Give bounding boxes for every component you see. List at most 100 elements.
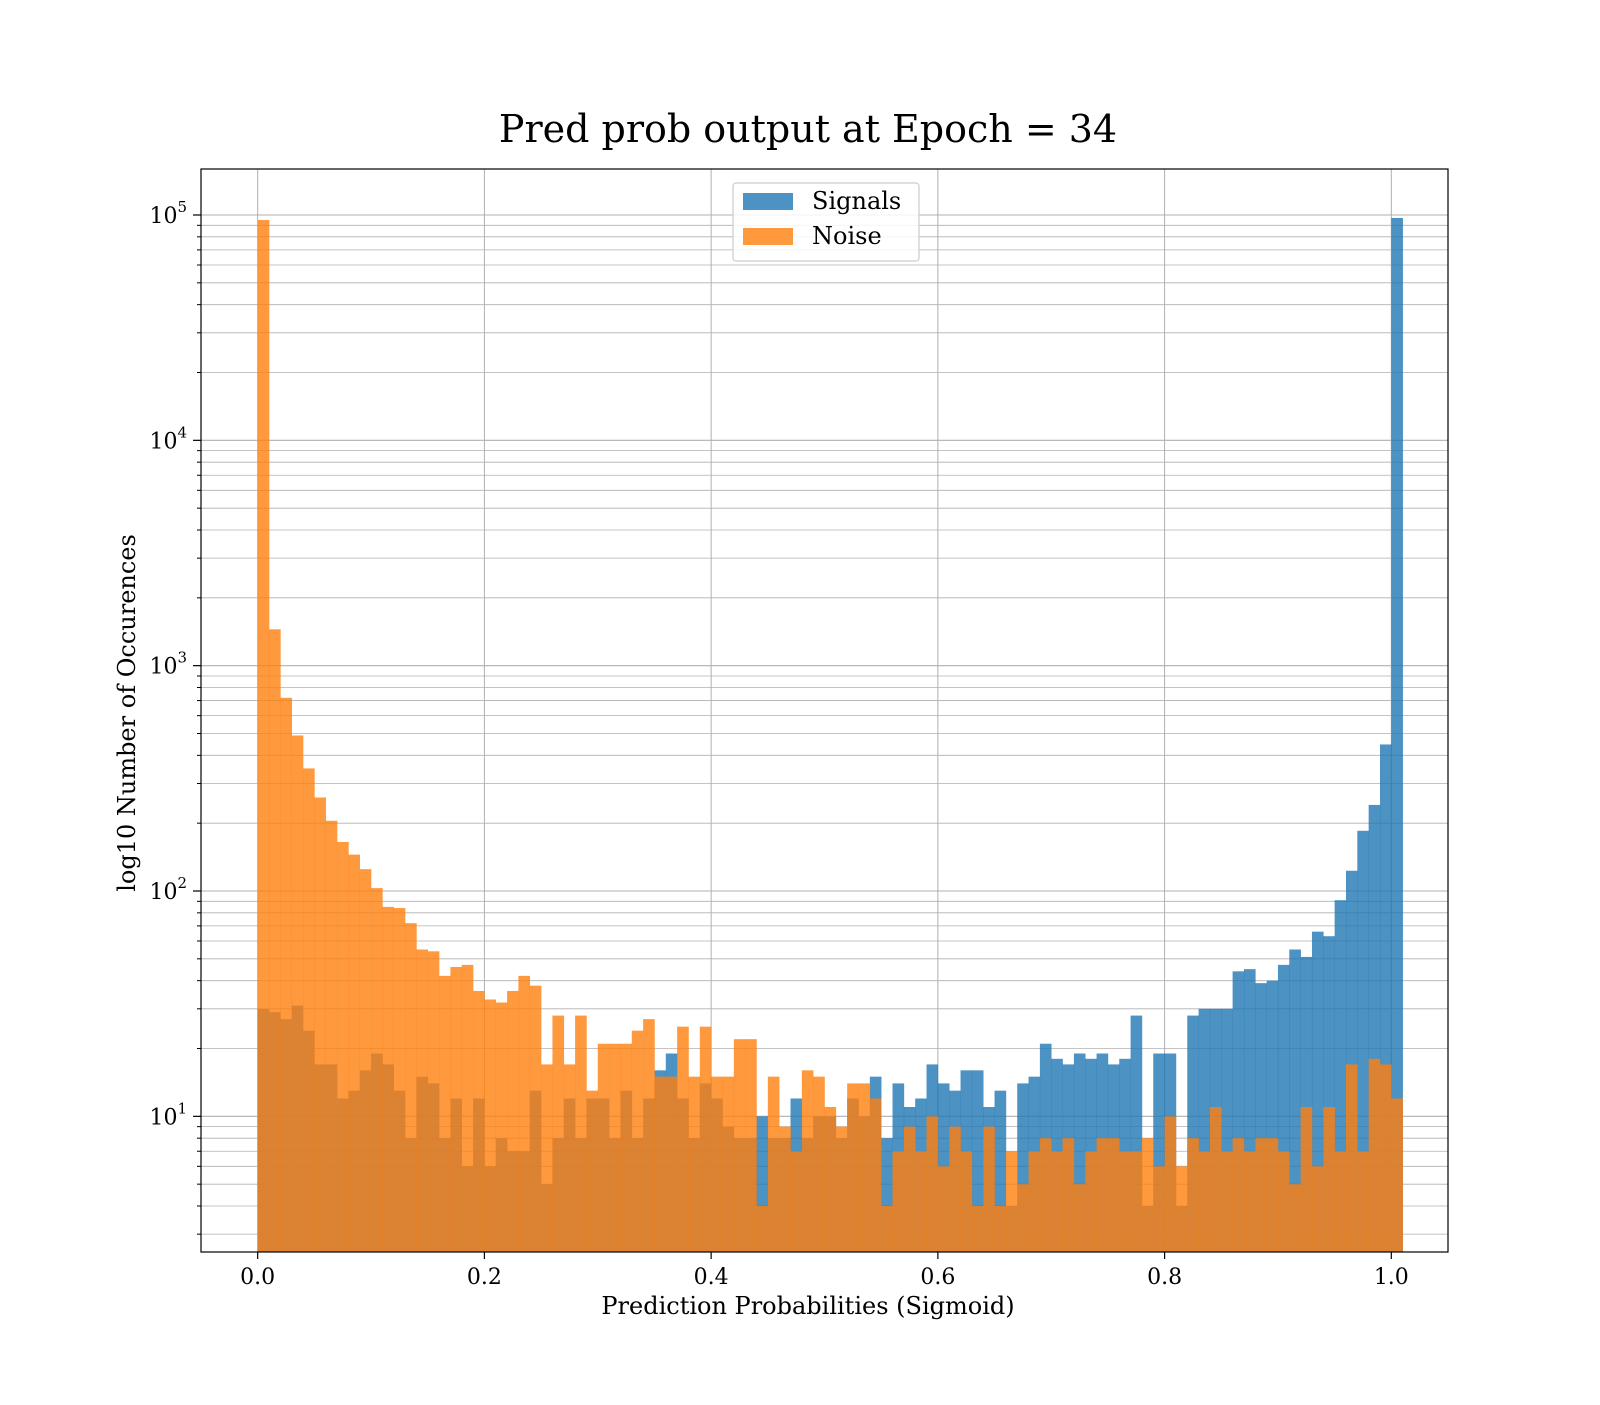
bar-noise [1334, 1151, 1347, 1252]
bar-noise [405, 923, 417, 1252]
legend-label-noise: Noise [812, 222, 882, 250]
bar-signals [881, 1138, 893, 1252]
bar-noise [1255, 1138, 1267, 1252]
bar-signals [1379, 744, 1392, 1252]
y-axis-ticks: 101 102 103 104 105 [149, 198, 201, 1235]
bar-noise [813, 1076, 825, 1252]
bar-noise [473, 990, 485, 1252]
chart-title: Pred prob output at Epoch = 34 [499, 107, 1117, 151]
bar-noise [1277, 1151, 1290, 1252]
bar-noise [269, 629, 281, 1252]
bar-noise [1130, 1151, 1143, 1252]
x-axis-ticks: 0.0 0.2 0.4 0.6 0.8 1.0 [240, 1252, 1409, 1290]
y-axis-label: log10 Number of Occurences [113, 534, 141, 892]
bar-noise [677, 1026, 689, 1252]
bar-noise [971, 1206, 984, 1252]
bar-noise [824, 1107, 837, 1252]
bar-signals [1221, 1008, 1233, 1252]
bar-signals [1300, 956, 1313, 1252]
bar-noise [541, 1064, 553, 1252]
bar-noise [1062, 1138, 1075, 1252]
bar-noise [756, 1206, 769, 1252]
bar-noise [847, 1083, 859, 1252]
bar-signals [1277, 964, 1290, 1252]
bar-noise [733, 1039, 746, 1252]
bar-noise [1141, 1138, 1154, 1252]
bar-noise [711, 1076, 723, 1252]
bar-noise [1311, 1166, 1324, 1252]
bar-noise [1198, 1151, 1211, 1252]
bar-noise [1107, 1138, 1120, 1252]
bar-signals [971, 1070, 984, 1252]
y-tick-label: 101 [149, 1099, 187, 1130]
bar-noise [1357, 1151, 1369, 1252]
bar-noise [1379, 1064, 1392, 1252]
x-tick-label: 0.8 [1147, 1265, 1182, 1290]
bar-noise [858, 1083, 871, 1252]
bar-noise [529, 985, 542, 1252]
bar-signals [1391, 217, 1403, 1253]
bar-noise [1345, 1064, 1358, 1252]
bar-noise [1028, 1151, 1041, 1252]
bar-noise [597, 1043, 610, 1252]
bar-noise [348, 854, 361, 1252]
bar-noise [699, 1026, 712, 1252]
bar-noise [314, 797, 326, 1252]
bar-noise [1368, 1058, 1381, 1252]
bar-noise [1085, 1151, 1097, 1252]
bar-noise [994, 1206, 1007, 1252]
bar-noise [983, 1126, 995, 1252]
bar-noise [280, 697, 292, 1252]
bar-noise [949, 1126, 961, 1252]
bar-noise [1232, 1138, 1245, 1252]
bar-noise [801, 1070, 814, 1252]
bar-noise [450, 966, 463, 1252]
bar-noise [427, 951, 440, 1252]
bar-noise [1266, 1138, 1279, 1252]
x-tick-label: 1.0 [1374, 1265, 1409, 1290]
bar-noise [1153, 1166, 1165, 1252]
y-tick-label: 105 [149, 198, 187, 229]
bar-noise [1096, 1138, 1109, 1252]
bar-noise [1039, 1138, 1052, 1252]
bar-signals [1334, 900, 1347, 1252]
bar-noise [1164, 1116, 1177, 1252]
bar-signals [1130, 1015, 1143, 1252]
bar-noise [1221, 1151, 1233, 1252]
bar-noise [1187, 1138, 1199, 1252]
bar-signals [1232, 971, 1245, 1252]
bars [257, 217, 1403, 1253]
bar-signals [1017, 1083, 1029, 1252]
bar-noise [915, 1151, 927, 1252]
bar-noise [575, 1015, 587, 1252]
bar-noise [337, 841, 349, 1252]
bar-noise [1073, 1184, 1086, 1252]
bar-noise [767, 1076, 780, 1252]
legend: Signals Noise [732, 182, 920, 262]
x-tick-label: 0.0 [240, 1265, 275, 1290]
x-axis-label: Prediction Probabilities (Sigmoid) [601, 1292, 1014, 1320]
legend-label-signals: Signals [812, 187, 901, 215]
bar-noise [892, 1151, 905, 1252]
bar-signals [1368, 804, 1381, 1252]
bar-signals [1357, 830, 1369, 1252]
bar-noise [903, 1126, 916, 1252]
bar-noise [654, 1076, 667, 1252]
bar-noise [790, 1151, 803, 1252]
bar-noise [291, 735, 304, 1252]
bar-noise [688, 1076, 701, 1252]
bar-noise [461, 964, 474, 1252]
bar-signals [756, 1116, 769, 1252]
legend-swatch-signals [743, 193, 793, 210]
bar-noise [631, 1030, 644, 1252]
bar-noise [609, 1043, 621, 1252]
bar-noise [1005, 1151, 1018, 1252]
x-tick-label: 0.4 [694, 1265, 729, 1290]
bar-noise [779, 1126, 791, 1252]
bar-noise [643, 1019, 655, 1252]
bar-noise [552, 1015, 565, 1252]
bar-signals [1311, 931, 1324, 1252]
bar-noise [359, 869, 372, 1252]
